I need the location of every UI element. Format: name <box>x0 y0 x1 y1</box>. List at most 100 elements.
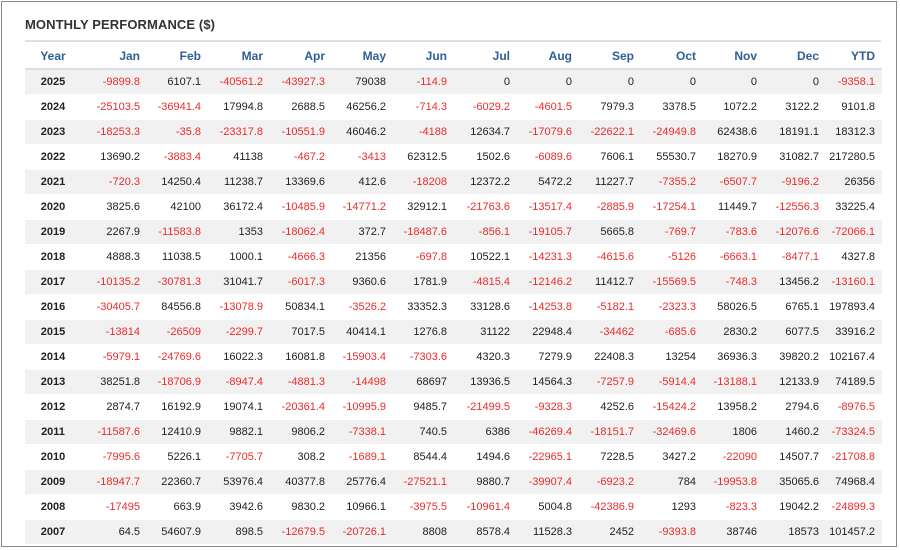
month-value-cell: 39820.2 <box>764 344 826 370</box>
month-value-cell: 0 <box>764 69 826 95</box>
month-value-cell: 36936.3 <box>703 344 764 370</box>
month-value-cell: 33128.6 <box>454 294 517 320</box>
month-value-cell: -5914.4 <box>641 369 703 395</box>
month-value-cell: 13690.2 <box>81 144 147 170</box>
month-value-cell: -6507.7 <box>703 169 764 195</box>
month-value-cell: -14253.8 <box>517 294 579 320</box>
month-value-cell: -10135.2 <box>81 269 147 295</box>
month-value-cell: 9485.7 <box>393 394 454 420</box>
ytd-cell: -8976.5 <box>826 394 882 420</box>
month-value-cell: 16192.9 <box>147 394 208 420</box>
month-value-cell: -7355.2 <box>641 169 703 195</box>
month-value-cell: 12133.9 <box>764 369 826 395</box>
month-value-cell: -7257.9 <box>579 369 641 395</box>
month-value-cell: 25776.4 <box>332 469 393 495</box>
table-row: 2018 4888.3 11038.5 1000.1 -4666.3 21356 -697.… <box>25 244 882 270</box>
table-row: 2014 -5979.1 -24769.6 16022.3 16081.8 -15903.… <box>25 344 882 370</box>
month-value-cell: 412.6 <box>332 169 393 195</box>
month-value-cell: 41138 <box>208 144 270 170</box>
panel-title: MONTHLY PERFORMANCE ($) <box>25 17 216 32</box>
month-value-cell: 12634.7 <box>454 119 517 145</box>
month-value-cell: -823.3 <box>703 494 764 520</box>
month-value-cell: -27521.1 <box>393 469 454 495</box>
month-value-cell: 22408.3 <box>579 344 641 370</box>
year-cell: 2021 <box>25 169 81 195</box>
month-value-cell: -9899.8 <box>81 69 147 95</box>
ytd-cell: 101457.2 <box>826 519 882 545</box>
month-value-cell: 17994.8 <box>208 94 270 120</box>
month-value-cell: 16022.3 <box>208 344 270 370</box>
month-value-cell: -5182.1 <box>579 294 641 320</box>
month-value-cell: -7303.6 <box>393 344 454 370</box>
month-value-cell: -1689.1 <box>332 444 393 470</box>
month-value-cell: 4888.3 <box>81 244 147 270</box>
ytd-cell: 217280.5 <box>826 144 882 170</box>
month-value-cell: 46256.2 <box>332 94 393 120</box>
month-value-cell: 7979.3 <box>579 94 641 120</box>
table-row: 2015 -13814 -26509 -2299.7 7017.5 40414.1 1276… <box>25 319 882 345</box>
month-value-cell: 14564.3 <box>517 369 579 395</box>
table-body: 2025 -9899.8 6107.1 -40561.2 -43927.3 79038 -1… <box>25 69 882 545</box>
month-value-cell: 31041.7 <box>208 269 270 295</box>
column-header-feb: Feb <box>147 43 208 70</box>
month-value-cell: 3378.5 <box>641 94 703 120</box>
table-row: 2022 13690.2 -3883.4 41138 -467.2 -3413 62312.… <box>25 144 882 170</box>
month-value-cell: -12146.2 <box>517 269 579 295</box>
month-value-cell: 13936.5 <box>454 369 517 395</box>
month-value-cell: 1806 <box>703 419 764 445</box>
month-value-cell: 0 <box>703 69 764 95</box>
month-value-cell: 8544.4 <box>393 444 454 470</box>
month-value-cell: -8477.1 <box>764 244 826 270</box>
month-value-cell: 12372.2 <box>454 169 517 195</box>
ytd-cell: 18312.3 <box>826 119 882 145</box>
month-value-cell: 13254 <box>641 344 703 370</box>
column-header-nov: Nov <box>703 43 764 70</box>
table-row: 2012 2874.7 16192.9 19074.1 -20361.4 -10995.9… <box>25 394 882 420</box>
column-header-jul: Jul <box>454 43 517 70</box>
table-row: 2023 -18253.3 -35.8 -23317.8 -10551.9 46046.2… <box>25 119 882 145</box>
ytd-cell: 74189.5 <box>826 369 882 395</box>
column-header-jan: Jan <box>81 43 147 70</box>
month-value-cell: -43927.3 <box>270 69 332 95</box>
month-value-cell: 64.5 <box>81 519 147 545</box>
month-value-cell: 10966.1 <box>332 494 393 520</box>
month-value-cell: -9393.8 <box>641 519 703 545</box>
ytd-cell: 9101.8 <box>826 94 882 120</box>
month-value-cell: 58026.5 <box>703 294 764 320</box>
month-value-cell: 42100 <box>147 194 208 220</box>
month-value-cell: 10522.1 <box>454 244 517 270</box>
month-value-cell: -720.3 <box>81 169 147 195</box>
month-value-cell: 0 <box>579 69 641 95</box>
month-value-cell: -5126 <box>641 244 703 270</box>
month-value-cell: -4615.6 <box>579 244 641 270</box>
year-cell: 2015 <box>25 319 81 345</box>
table-row: 2025 -9899.8 6107.1 -40561.2 -43927.3 79038 -1… <box>25 69 882 95</box>
month-value-cell: -13188.1 <box>703 369 764 395</box>
month-value-cell: 2794.6 <box>764 394 826 420</box>
month-value-cell: 46046.2 <box>332 119 393 145</box>
month-value-cell: 11412.7 <box>579 269 641 295</box>
month-value-cell: -6029.2 <box>454 94 517 120</box>
month-value-cell: 308.2 <box>270 444 332 470</box>
month-value-cell: -4881.3 <box>270 369 332 395</box>
month-value-cell: -12556.3 <box>764 194 826 220</box>
month-value-cell: 21356 <box>332 244 393 270</box>
month-value-cell: 55530.7 <box>641 144 703 170</box>
month-value-cell: 62438.6 <box>703 119 764 145</box>
month-value-cell: 18573 <box>764 519 826 545</box>
ytd-cell: 4327.8 <box>826 244 882 270</box>
table-row: 2021 -720.3 14250.4 11238.7 13369.6 412.6 -182… <box>25 169 882 195</box>
month-value-cell: 13369.6 <box>270 169 332 195</box>
month-value-cell: -856.1 <box>454 219 517 245</box>
column-header-mar: Mar <box>208 43 270 70</box>
month-value-cell: -9196.2 <box>764 169 826 195</box>
month-value-cell: 2830.2 <box>703 319 764 345</box>
month-value-cell: -14771.2 <box>332 194 393 220</box>
month-value-cell: -18487.6 <box>393 219 454 245</box>
month-value-cell: 62312.5 <box>393 144 454 170</box>
month-value-cell: -17079.6 <box>517 119 579 145</box>
month-value-cell: 9830.2 <box>270 494 332 520</box>
column-header-ytd: YTD <box>826 43 882 70</box>
month-value-cell: 0 <box>517 69 579 95</box>
